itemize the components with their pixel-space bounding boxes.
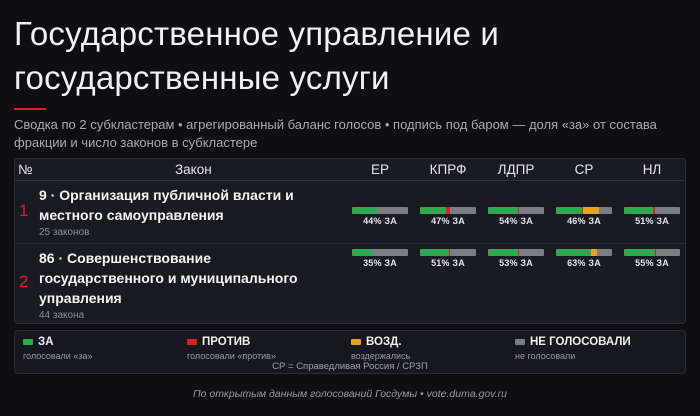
law-count: 25 законов <box>39 227 90 238</box>
bar-value-label: 47% ЗА <box>431 216 465 226</box>
vote-bar <box>624 249 680 256</box>
vote-cell: 54% ЗА <box>486 207 546 226</box>
bar-segment-za <box>352 249 372 256</box>
row-number: 2 <box>19 272 29 291</box>
bar-value-label: 51% ЗА <box>635 216 669 226</box>
vote-cell: 51% ЗА <box>622 207 682 226</box>
bar-segment-za <box>624 207 653 214</box>
column-header-party: НЛ <box>642 162 662 177</box>
legend-swatch-vozd <box>351 339 361 345</box>
column-header-law: Закон <box>175 162 212 177</box>
bar-value-label: 54% ЗА <box>499 216 533 226</box>
vote-bar <box>352 207 408 214</box>
bar-segment-za <box>352 207 377 214</box>
bar-segment-ng <box>596 249 612 256</box>
column-header-party: ЕР <box>370 162 389 177</box>
vote-bar <box>488 207 544 214</box>
bar-value-label: 44% ЗА <box>363 216 397 226</box>
bar-segment-ng <box>655 249 680 256</box>
legend-description: не голосовали <box>515 351 576 361</box>
table-row: 1 9 · Организация публичной власти и мес… <box>15 181 685 243</box>
vote-bar <box>420 207 476 214</box>
legend-note: СР = Справедливая Россия / СРЗП <box>272 361 428 372</box>
bar-segment-ng <box>598 207 612 214</box>
legend-label: ЗА <box>38 336 54 348</box>
law-count: 44 закона <box>39 310 85 321</box>
bar-segment-za <box>556 249 592 256</box>
legend-description: голосовали «против» <box>187 351 276 361</box>
column-header-party: ЛДПР <box>497 162 535 177</box>
vote-cell: 63% ЗА <box>554 249 614 268</box>
legend-item: ЗА голосовали «за» <box>23 336 92 361</box>
legend-item: ПРОТИВ голосовали «против» <box>187 336 276 361</box>
law-title: 9 · Организация публичной власти и местн… <box>39 187 294 223</box>
bar-segment-protiv <box>446 207 451 214</box>
vote-cell: 55% ЗА <box>622 249 682 268</box>
bar-value-label: 63% ЗА <box>567 258 601 268</box>
bar-value-label: 55% ЗА <box>635 258 669 268</box>
vote-bar <box>488 249 544 256</box>
table-header: № Закон ЕР КПРФ ЛДПР СР НЛ <box>15 159 685 181</box>
bar-value-label: 53% ЗА <box>499 258 533 268</box>
bar-segment-ng <box>450 249 476 256</box>
legend-swatch-ng <box>515 339 525 345</box>
title-accent-rule <box>14 108 46 110</box>
column-header-party: КПРФ <box>429 162 467 177</box>
bar-segment-vozd <box>591 249 597 256</box>
bar-segment-ng <box>450 207 476 214</box>
bar-segment-za <box>488 207 519 214</box>
legend-item: НЕ ГОЛОСОВАЛИ не голосовали <box>515 336 631 361</box>
page-subtitle: Сводка по 2 субкластерам • агрегированны… <box>14 117 657 150</box>
legend-swatch-za <box>23 339 33 345</box>
legend-description: голосовали «за» <box>23 351 93 361</box>
vote-cell: 53% ЗА <box>486 249 546 268</box>
vote-cell: 35% ЗА <box>350 249 410 268</box>
source-footer: По открытым данным голосований Госдумы •… <box>192 388 508 400</box>
row-number: 1 <box>19 201 29 220</box>
legend-label: ВОЗД. <box>366 336 402 348</box>
table-row: 2 86 · Совершенствование государственног… <box>15 243 685 325</box>
legend-swatch-protiv <box>187 339 197 345</box>
votes-table: № Закон ЕР КПРФ ЛДПР СР НЛ 1 9 · Организ… <box>14 158 686 324</box>
vote-cell: 47% ЗА <box>418 207 478 226</box>
vote-cell: 51% ЗА <box>418 249 478 268</box>
legend-description: воздержались <box>351 351 411 361</box>
vote-bar <box>352 249 408 256</box>
bar-segment-protiv <box>652 207 655 214</box>
bar-segment-za <box>624 249 655 256</box>
legend-item: ВОЗД. воздержались <box>351 336 410 361</box>
bar-segment-protiv <box>448 249 451 256</box>
column-header-party: СР <box>574 162 594 177</box>
law-title: 86 · Совершенствование государственного … <box>39 250 298 306</box>
bar-value-label: 51% ЗА <box>431 258 465 268</box>
vote-bar <box>556 249 612 256</box>
bar-value-label: 46% ЗА <box>567 216 601 226</box>
column-header-number: № <box>18 162 33 177</box>
vote-bar <box>420 249 476 256</box>
bar-segment-vozd <box>582 207 599 214</box>
vote-cell: 46% ЗА <box>554 207 614 226</box>
bar-segment-protiv <box>581 207 583 214</box>
bar-segment-ng <box>376 207 408 214</box>
bar-segment-za <box>556 207 582 214</box>
bar-segment-za <box>488 249 518 256</box>
bar-segment-ng <box>518 249 544 256</box>
bar-segment-protiv <box>654 249 656 256</box>
bar-segment-protiv <box>517 249 519 256</box>
legend-label: НЕ ГОЛОСОВАЛИ <box>530 336 631 348</box>
vote-bar <box>556 207 612 214</box>
bar-segment-za <box>420 249 449 256</box>
page-title: Государственное управление и государстве… <box>14 15 500 96</box>
bar-value-label: 35% ЗА <box>363 258 397 268</box>
bar-segment-ng <box>371 249 408 256</box>
bar-segment-ng <box>654 207 680 214</box>
bar-segment-ng <box>519 207 544 214</box>
vote-bar <box>624 207 680 214</box>
bar-segment-za <box>420 207 447 214</box>
legend-label: ПРОТИВ <box>202 336 251 348</box>
legend: ЗА голосовали «за» ПРОТИВ голосовали «пр… <box>14 330 686 374</box>
vote-cell: 44% ЗА <box>350 207 410 226</box>
bar-segment-protiv <box>518 207 520 214</box>
